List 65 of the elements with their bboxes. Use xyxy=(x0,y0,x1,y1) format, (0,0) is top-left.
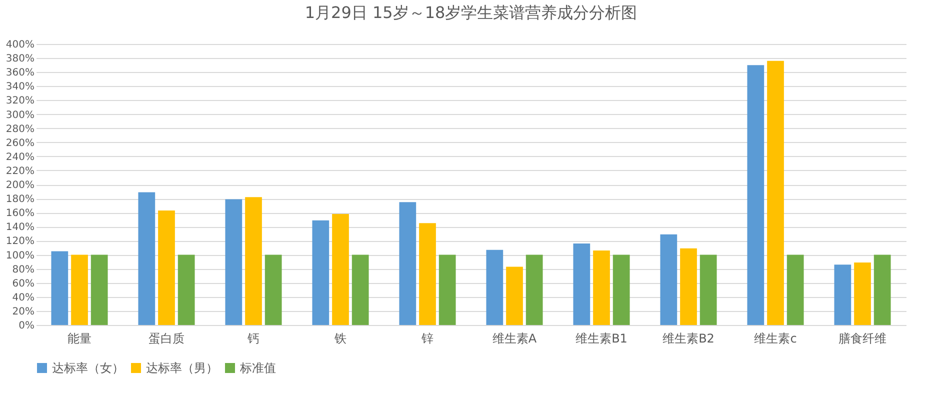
bar xyxy=(178,254,195,325)
bar xyxy=(352,254,369,325)
y-tick-label: 340% xyxy=(6,82,34,93)
bar xyxy=(312,220,330,325)
x-tick-label: 能量 xyxy=(68,332,92,346)
x-tick-label: 膳食纤维 xyxy=(838,332,886,346)
bar xyxy=(874,254,891,325)
y-tick-label: 0% xyxy=(18,320,34,332)
legend-label: 标准值 xyxy=(239,361,276,375)
y-tick-label: 60% xyxy=(12,278,34,290)
bar xyxy=(264,254,282,325)
bar xyxy=(419,223,436,325)
bar xyxy=(612,254,630,325)
y-tick-label: 380% xyxy=(6,54,34,65)
y-tick-label: 280% xyxy=(6,124,34,135)
bar xyxy=(332,214,349,325)
y-tick-label: 160% xyxy=(6,208,34,220)
x-tick-label: 维生素B1 xyxy=(576,332,628,346)
bar xyxy=(680,248,697,325)
bar xyxy=(526,254,543,325)
x-tick-label: 铁 xyxy=(334,332,346,346)
legend-label: 达标率（女） xyxy=(52,361,124,375)
x-tick-label: 维生素A xyxy=(492,332,538,346)
bar xyxy=(700,254,717,325)
bar xyxy=(854,262,871,325)
bar xyxy=(593,250,610,325)
bar xyxy=(786,254,804,325)
y-tick-label: 220% xyxy=(6,166,34,177)
y-tick-label: 20% xyxy=(12,306,34,318)
bar xyxy=(438,254,456,325)
y-tick-label: 240% xyxy=(6,152,34,163)
y-tick-label: 400% xyxy=(6,40,34,50)
x-tick-label: 锌 xyxy=(420,332,434,346)
bar xyxy=(767,60,784,325)
bar xyxy=(747,65,764,325)
y-tick-label: 40% xyxy=(12,292,34,304)
y-tick-label: 120% xyxy=(6,236,34,248)
y-tick-label: 140% xyxy=(6,222,34,234)
y-tick-label: 80% xyxy=(12,264,34,276)
bar xyxy=(506,266,523,325)
bar xyxy=(486,250,504,325)
y-tick-label: 260% xyxy=(6,138,34,149)
y-tick-label: 300% xyxy=(6,110,34,121)
bar xyxy=(245,197,262,325)
x-tick-label: 钙 xyxy=(246,332,260,346)
y-tick-label: 180% xyxy=(6,194,34,206)
y-tick-label: 200% xyxy=(6,180,34,191)
bar xyxy=(399,202,416,325)
bar xyxy=(158,210,175,325)
bar xyxy=(71,254,88,325)
bar xyxy=(225,199,242,325)
x-tick-label: 维生素c xyxy=(754,332,797,346)
bar xyxy=(51,251,68,325)
legend-label: 达标率（男） xyxy=(146,361,218,375)
bar xyxy=(834,264,852,325)
y-tick-label: 100% xyxy=(6,250,34,262)
bar xyxy=(573,244,590,325)
bar xyxy=(138,192,156,325)
y-tick-label: 360% xyxy=(6,68,34,79)
chart-title: 1月29日 15岁～18岁学生菜谱营养成分分析图 xyxy=(304,3,638,22)
bar xyxy=(90,254,108,325)
x-tick-label: 蛋白质 xyxy=(148,332,184,346)
y-tick-label: 320% xyxy=(6,96,34,107)
bar xyxy=(660,234,678,325)
x-tick-label: 维生素B2 xyxy=(662,332,714,346)
